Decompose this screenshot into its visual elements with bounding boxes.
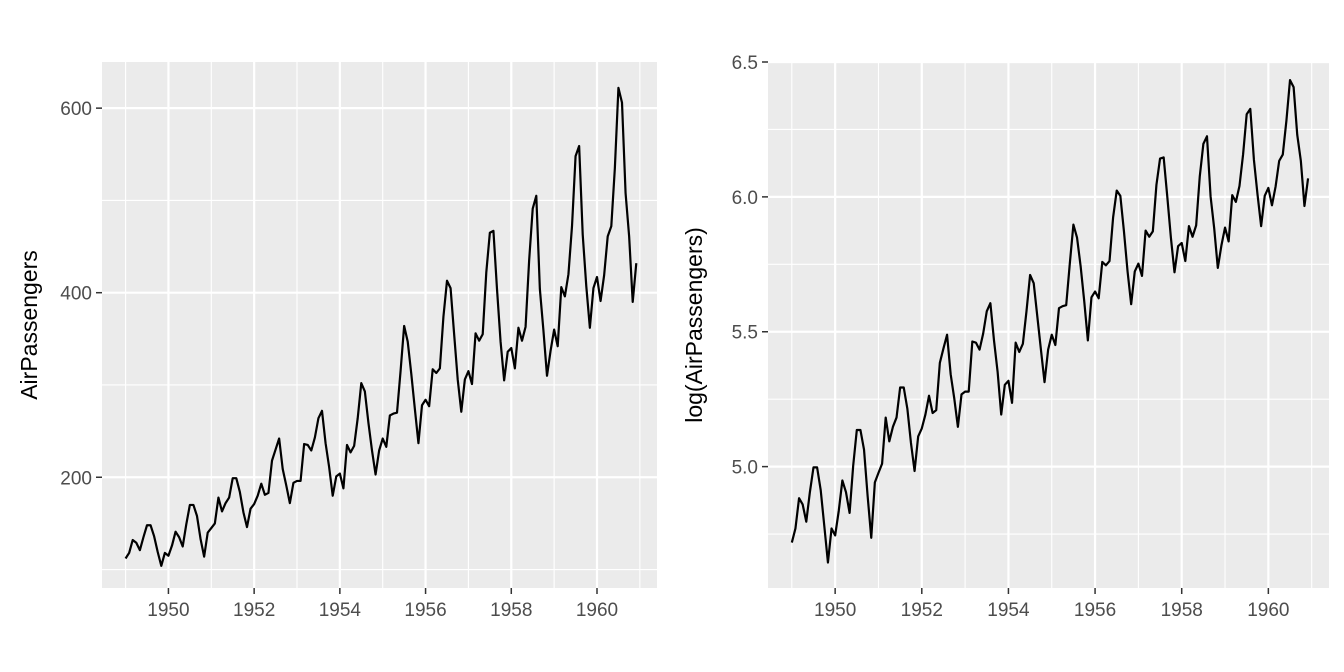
y-tick-label: 5.0 (732, 458, 758, 479)
x-tick-label: 1960 (576, 600, 618, 621)
panel-2: 1950 1952 1954 1956 1958 1960 5.0 5.5 6.0 6.5 log(… (681, 53, 1329, 621)
x-tick-label: 1960 (1247, 600, 1289, 621)
y-tick-label: 6.5 (732, 53, 758, 74)
y-tick-label: 400 (60, 284, 92, 305)
series-line (124, 86, 638, 567)
panel-background (102, 62, 657, 588)
x-tick-label: 1954 (319, 600, 362, 621)
x-tick-label: 1956 (404, 600, 446, 621)
panel-background (768, 62, 1329, 588)
x-tick-label: 1958 (1161, 600, 1203, 621)
series-line (790, 78, 1310, 564)
x-tick-label: 1952 (233, 600, 275, 621)
y-tick-label: 200 (60, 468, 92, 489)
y-tick-label: 5.5 (732, 323, 758, 344)
x-tick-label: 1950 (147, 600, 189, 621)
x-tick-label: 1950 (814, 600, 856, 621)
y-axis-title: log(AirPassengers) (681, 227, 707, 423)
y-axis-title: AirPassengers (16, 250, 42, 400)
y-tick-label: 600 (60, 99, 92, 120)
x-tick-label: 1956 (1074, 600, 1116, 621)
panel-1: 1950 1952 1954 1956 1958 1960 200 400 600 AirPass… (16, 62, 657, 621)
x-tick-label: 1952 (901, 600, 943, 621)
x-tick-label: 1958 (490, 600, 532, 621)
y-tick-label: 6.0 (732, 188, 758, 209)
x-tick-label: 1954 (987, 600, 1030, 621)
